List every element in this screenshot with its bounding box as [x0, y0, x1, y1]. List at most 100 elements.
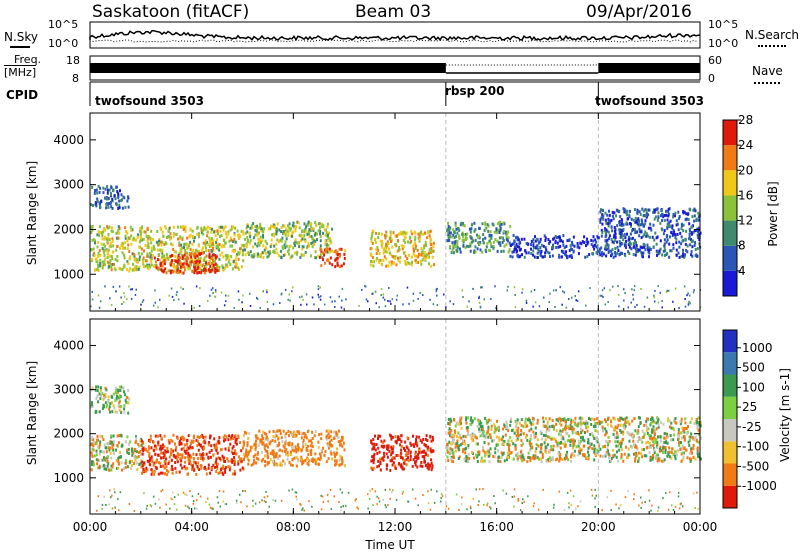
velocity-cell	[311, 445, 314, 448]
velocity-cell	[330, 438, 333, 442]
power-cell	[411, 232, 414, 236]
nsky-label: N.Sky	[4, 30, 39, 44]
power-cell	[663, 253, 666, 257]
velocity-cell	[170, 450, 173, 454]
power-cell	[200, 228, 203, 232]
power-cell	[98, 231, 101, 235]
power-cell	[484, 248, 487, 252]
velocity-cell	[130, 464, 133, 467]
power-cell	[121, 242, 124, 246]
velocity-cell	[160, 447, 163, 451]
velocity-cell	[329, 450, 332, 453]
velocity-cell	[220, 466, 223, 470]
power-cell	[173, 265, 176, 269]
velocity-cell	[116, 434, 119, 438]
velocity-cell	[530, 446, 533, 450]
velocity-cell	[255, 461, 258, 465]
velocity-cell	[500, 437, 503, 441]
power-cell	[657, 216, 660, 220]
velocity-cell	[493, 423, 496, 427]
velocity-cell	[218, 441, 220, 445]
velocity-cell	[394, 466, 397, 470]
velocity-cell	[140, 459, 143, 463]
power-cell	[325, 231, 328, 235]
power-cell	[339, 265, 342, 269]
power-cell	[627, 250, 630, 254]
power-cell	[218, 257, 221, 261]
velocity-cell	[572, 444, 575, 448]
power-cell	[641, 246, 643, 250]
power-cell	[266, 255, 269, 259]
velocity-cell	[415, 459, 418, 463]
velocity-cell	[133, 447, 136, 451]
velocity-cell	[546, 426, 549, 430]
power-cell	[225, 263, 228, 267]
velocity-cell	[541, 455, 544, 459]
power-cell	[397, 249, 400, 253]
power-cell	[93, 241, 96, 245]
power-cell	[693, 219, 696, 223]
velocity-cell	[373, 442, 376, 446]
power-cell	[206, 225, 209, 229]
power-cell	[222, 268, 225, 272]
power-cell	[303, 228, 306, 232]
velocity-cell	[620, 453, 623, 456]
power-cell	[116, 231, 119, 235]
velocity-cell	[507, 448, 510, 452]
power-cell	[645, 215, 648, 219]
power-cell	[634, 253, 637, 257]
power-cell	[149, 238, 152, 241]
velocity-cell	[610, 419, 612, 423]
velocity-cell	[326, 437, 328, 441]
velocity-cell	[452, 441, 455, 445]
power-cell	[244, 253, 247, 257]
power-cell	[499, 220, 502, 224]
velocity-cell	[685, 448, 688, 452]
velocity-cell	[456, 444, 459, 448]
velocity-cell	[91, 460, 94, 464]
velocity-cell	[196, 466, 199, 470]
velocity-cell	[448, 452, 451, 456]
power-cell	[116, 190, 119, 194]
velocity-cell	[215, 457, 218, 461]
velocity-cell	[516, 437, 519, 441]
power-cell	[244, 248, 246, 252]
velocity-cell	[466, 433, 469, 437]
power-cell	[631, 229, 634, 233]
power-cell	[515, 235, 518, 239]
power-cell	[115, 185, 118, 189]
power-cell	[403, 251, 406, 254]
velocity-cell	[331, 457, 334, 461]
power-cell	[327, 243, 330, 247]
velocity-cell	[416, 456, 419, 460]
velocity-cell	[150, 468, 153, 472]
velocity-cell	[488, 460, 491, 464]
power-cell	[687, 218, 690, 221]
velocity-cell	[237, 460, 240, 463]
velocity-cell	[256, 452, 259, 456]
power-cell	[680, 224, 683, 228]
power-cell	[320, 264, 323, 268]
power-cell	[505, 234, 508, 238]
power-near-range-cell	[212, 287, 214, 290]
velocity-cell	[403, 461, 406, 465]
power-cell	[107, 252, 109, 256]
power-cell	[675, 237, 678, 241]
power-cell	[296, 220, 299, 224]
velocity-cell	[330, 443, 333, 447]
velocity-cell	[535, 432, 537, 435]
power-cell	[172, 247, 175, 251]
power-cell	[101, 266, 104, 270]
velocity-cell	[289, 431, 292, 434]
power-cell	[165, 236, 168, 239]
velocity-cell	[216, 440, 219, 444]
velocity-cell	[405, 445, 408, 449]
velocity-cell	[224, 447, 227, 451]
velocity-cell	[181, 435, 184, 439]
velocity-cell	[485, 421, 488, 425]
power-cell	[319, 244, 322, 248]
velocity-cell	[129, 440, 132, 444]
power-cell	[429, 240, 432, 244]
power-cell	[319, 234, 322, 238]
velocity-cell	[545, 417, 547, 421]
